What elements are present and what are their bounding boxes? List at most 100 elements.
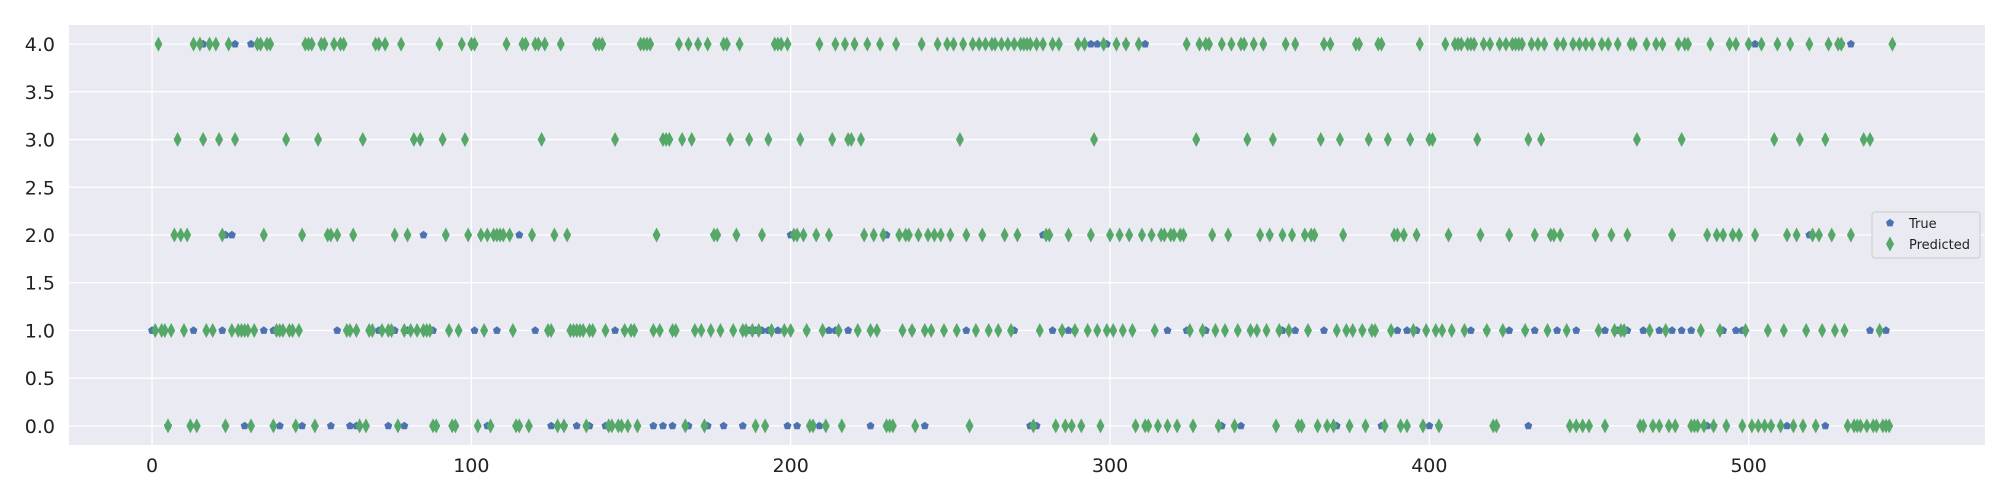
predicted-point bbox=[559, 418, 568, 434]
predicted-point bbox=[291, 418, 300, 434]
predicted-point bbox=[991, 36, 1000, 52]
true-point bbox=[611, 326, 620, 334]
predicted-point bbox=[834, 322, 843, 338]
true-point bbox=[1601, 326, 1609, 334]
predicted-point bbox=[1038, 36, 1047, 52]
predicted-point bbox=[400, 322, 409, 338]
predicted-point bbox=[892, 36, 901, 52]
predicted-point bbox=[1070, 322, 1079, 338]
predicted-point bbox=[1026, 36, 1035, 52]
y-tick-label: 1.0 bbox=[25, 320, 55, 342]
predicted-point bbox=[1607, 227, 1616, 243]
predicted-point bbox=[582, 418, 591, 434]
true-point bbox=[1393, 326, 1402, 334]
predicted-point bbox=[703, 36, 712, 52]
predicted-point bbox=[1604, 36, 1613, 52]
predicted-point bbox=[374, 36, 383, 52]
y-tick-label: 4.0 bbox=[25, 34, 55, 56]
x-tick-label: 200 bbox=[773, 455, 809, 477]
predicted-point bbox=[853, 322, 862, 338]
predicted-point bbox=[1211, 322, 1220, 338]
predicted-point bbox=[623, 418, 632, 434]
legend: True Predicted bbox=[1871, 211, 1981, 259]
predicted-point bbox=[1578, 418, 1587, 434]
true-point bbox=[247, 39, 255, 48]
predicted-point bbox=[1434, 418, 1443, 434]
predicted-point bbox=[1153, 418, 1162, 434]
y-tick-label: 2.0 bbox=[25, 225, 55, 247]
predicted-point bbox=[1428, 132, 1437, 148]
true-point bbox=[668, 421, 677, 430]
predicted-point bbox=[1134, 36, 1143, 52]
predicted-point bbox=[1476, 227, 1485, 243]
true-point bbox=[531, 326, 540, 334]
predicted-point bbox=[1262, 322, 1271, 338]
predicted-point bbox=[1364, 132, 1373, 148]
predicted-point bbox=[1371, 322, 1380, 338]
predicted-point bbox=[326, 227, 335, 243]
predicted-point bbox=[1658, 36, 1667, 52]
predicted-point bbox=[1102, 322, 1111, 338]
predicted-point bbox=[179, 322, 188, 338]
predicted-point bbox=[1112, 36, 1121, 52]
predicted-point bbox=[732, 227, 741, 243]
predicted-point bbox=[438, 132, 447, 148]
true-point bbox=[333, 326, 342, 334]
predicted-point bbox=[876, 36, 885, 52]
predicted-point bbox=[227, 322, 236, 338]
predicted-point bbox=[1077, 418, 1086, 434]
true-point bbox=[1687, 326, 1696, 334]
predicted-point bbox=[310, 418, 319, 434]
true-point bbox=[1866, 326, 1874, 334]
predicted-point bbox=[828, 132, 837, 148]
predicted-point bbox=[904, 227, 913, 243]
predicted-point bbox=[1562, 322, 1571, 338]
predicted-point bbox=[1035, 322, 1044, 338]
predicted-point bbox=[1492, 418, 1501, 434]
true-point bbox=[783, 421, 792, 430]
predicted-point bbox=[754, 322, 763, 338]
predicted-point bbox=[1281, 36, 1290, 52]
predicted-point bbox=[1412, 227, 1421, 243]
predicted-point bbox=[815, 36, 824, 52]
predicted-point bbox=[681, 418, 690, 434]
predicted-point bbox=[454, 322, 463, 338]
predicted-point bbox=[888, 418, 897, 434]
predicted-point bbox=[1275, 322, 1284, 338]
true-point bbox=[1639, 326, 1648, 334]
predicted-point bbox=[1811, 418, 1820, 434]
predicted-point bbox=[1147, 227, 1156, 243]
true-point bbox=[1524, 421, 1533, 430]
true-point bbox=[400, 421, 409, 430]
true-point bbox=[1846, 39, 1855, 48]
true-point bbox=[815, 421, 824, 430]
true-point bbox=[1291, 326, 1300, 334]
predicted-point bbox=[1824, 36, 1833, 52]
predicted-point bbox=[1329, 418, 1338, 434]
predicted-point bbox=[968, 36, 977, 52]
predicted-point bbox=[1591, 227, 1600, 243]
predicted-point bbox=[435, 36, 444, 52]
x-tick-label: 0 bbox=[146, 455, 158, 477]
predicted-point bbox=[1776, 418, 1785, 434]
predicted-point bbox=[1559, 36, 1568, 52]
series-predicted bbox=[151, 36, 1897, 434]
predicted-point bbox=[1843, 418, 1852, 434]
predicted-point bbox=[221, 418, 230, 434]
true-point bbox=[384, 421, 393, 430]
predicted-point bbox=[840, 36, 849, 52]
predicted-point bbox=[630, 322, 639, 338]
predicted-point bbox=[908, 322, 917, 338]
predicted-point bbox=[1243, 132, 1252, 148]
predicted-point bbox=[1000, 227, 1009, 243]
predicted-point bbox=[1348, 322, 1357, 338]
predicted-point bbox=[1735, 227, 1744, 243]
predicted-point bbox=[294, 322, 303, 338]
predicted-point bbox=[850, 36, 859, 52]
predicted-point bbox=[346, 322, 355, 338]
predicted-point bbox=[1645, 322, 1654, 338]
predicted-point bbox=[167, 322, 176, 338]
predicted-point bbox=[1830, 322, 1839, 338]
true-point bbox=[1572, 326, 1581, 334]
